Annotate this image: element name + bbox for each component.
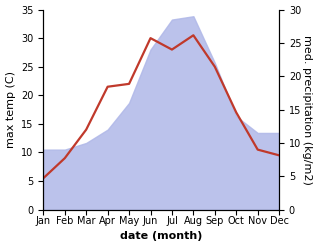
Y-axis label: med. precipitation (kg/m2): med. precipitation (kg/m2) xyxy=(302,35,313,185)
X-axis label: date (month): date (month) xyxy=(120,231,203,242)
Y-axis label: max temp (C): max temp (C) xyxy=(5,71,16,148)
